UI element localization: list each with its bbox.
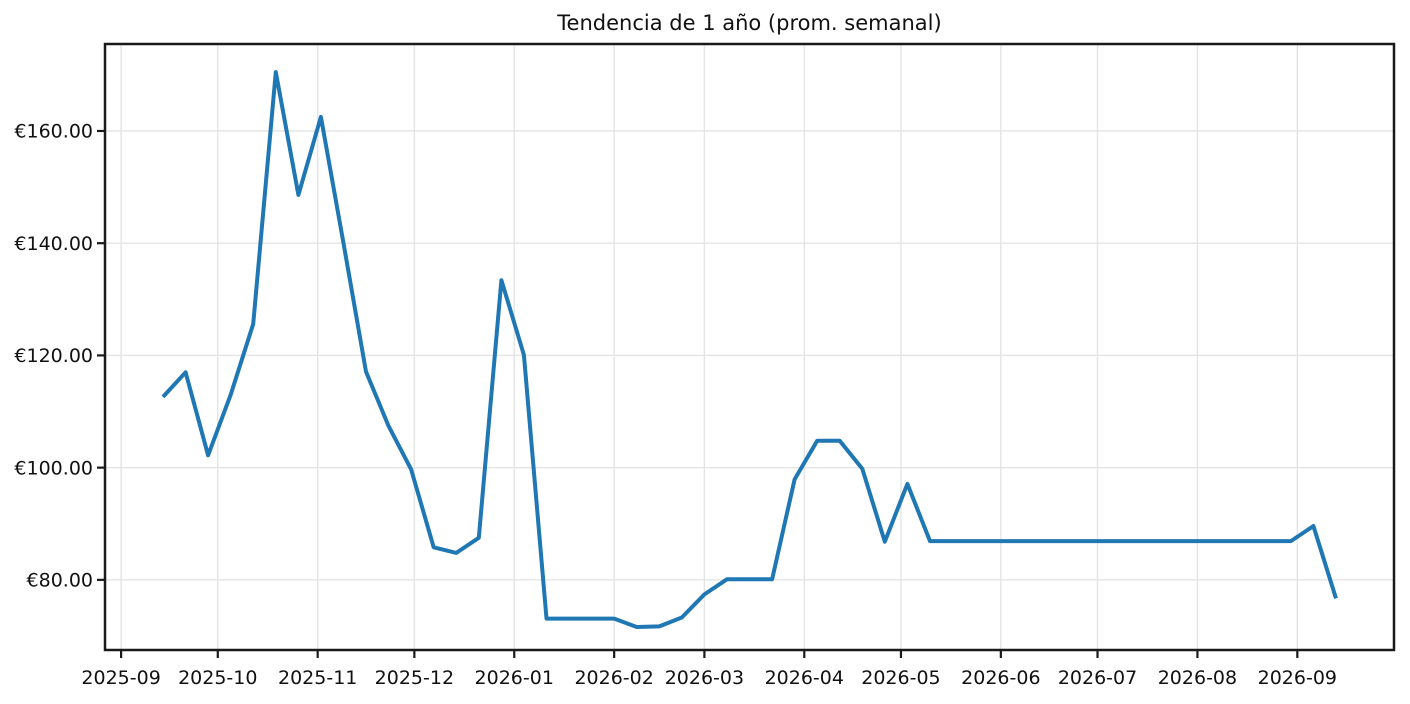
x-tick-label: 2025-10	[178, 667, 257, 689]
x-tick-label: 2025-09	[81, 667, 160, 689]
plot-border	[103, 42, 1396, 652]
x-tick-label: 2026-06	[961, 667, 1040, 689]
y-tick-label: €160.00	[14, 121, 93, 143]
series-line-layer	[161, 70, 1338, 629]
axis-ticks	[97, 129, 1299, 658]
y-tick-label: €80.00	[27, 570, 93, 592]
x-tick-label: 2026-07	[1058, 667, 1137, 689]
y-tick-label: €100.00	[14, 457, 93, 479]
x-tick-label: 2025-11	[278, 667, 357, 689]
x-tick-label: 2026-08	[1158, 667, 1237, 689]
y-tick-label: €120.00	[14, 345, 93, 367]
x-tick-label: 2026-05	[861, 667, 940, 689]
trend-line	[161, 70, 1338, 629]
x-tick-label: 2025-12	[375, 667, 454, 689]
axis-tick-labels: 2025-09 2025-10 2025-11 2025-12 2026-01 2026-…	[14, 121, 1337, 689]
y-tick-label: €140.00	[14, 233, 93, 255]
x-tick-label: 2026-09	[1258, 667, 1337, 689]
x-tick-label: 2026-04	[765, 667, 844, 689]
x-tick-label: 2026-01	[475, 667, 554, 689]
grid-lines	[105, 44, 1394, 650]
x-tick-label: 2026-02	[574, 667, 653, 689]
chart-title: Tendencia de 1 año (prom. semanal)	[556, 11, 941, 35]
x-tick-label: 2026-03	[665, 667, 744, 689]
